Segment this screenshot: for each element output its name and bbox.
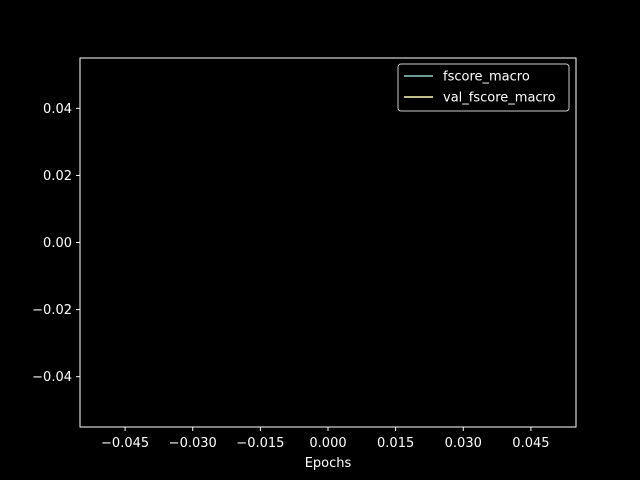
y-axis-ticks: −0.04 −0.02 0.00 0.02 0.04 [32, 102, 80, 385]
x-tick-label: 0.015 [377, 436, 414, 451]
y-tick-label: 0.00 [43, 236, 72, 251]
y-tick-label: −0.02 [32, 303, 72, 318]
x-tick-label: 0.045 [512, 436, 549, 451]
y-tick-label: −0.04 [32, 370, 72, 385]
x-tick-label: −0.015 [236, 436, 284, 451]
plot-area [79, 57, 577, 428]
legend-label-val_fscore_macro: val_fscore_macro [443, 91, 556, 106]
x-tick-label: 0.000 [309, 436, 346, 451]
legend-box [397, 63, 570, 112]
x-tick-label: −0.030 [169, 436, 217, 451]
legend: fscore_macro val_fscore_macro [397, 63, 570, 112]
y-tick-label: 0.04 [43, 102, 72, 117]
x-axis-ticks: −0.045 −0.030 −0.015 0.000 0.015 0.030 0.045 [101, 427, 550, 451]
x-axis-label: Epochs [305, 456, 352, 471]
y-tick-label: 0.02 [43, 169, 72, 184]
axes [79, 57, 577, 428]
legend-label-fscore_macro: fscore_macro [443, 70, 530, 85]
x-tick-label: 0.030 [445, 436, 482, 451]
x-tick-label: −0.045 [101, 436, 149, 451]
